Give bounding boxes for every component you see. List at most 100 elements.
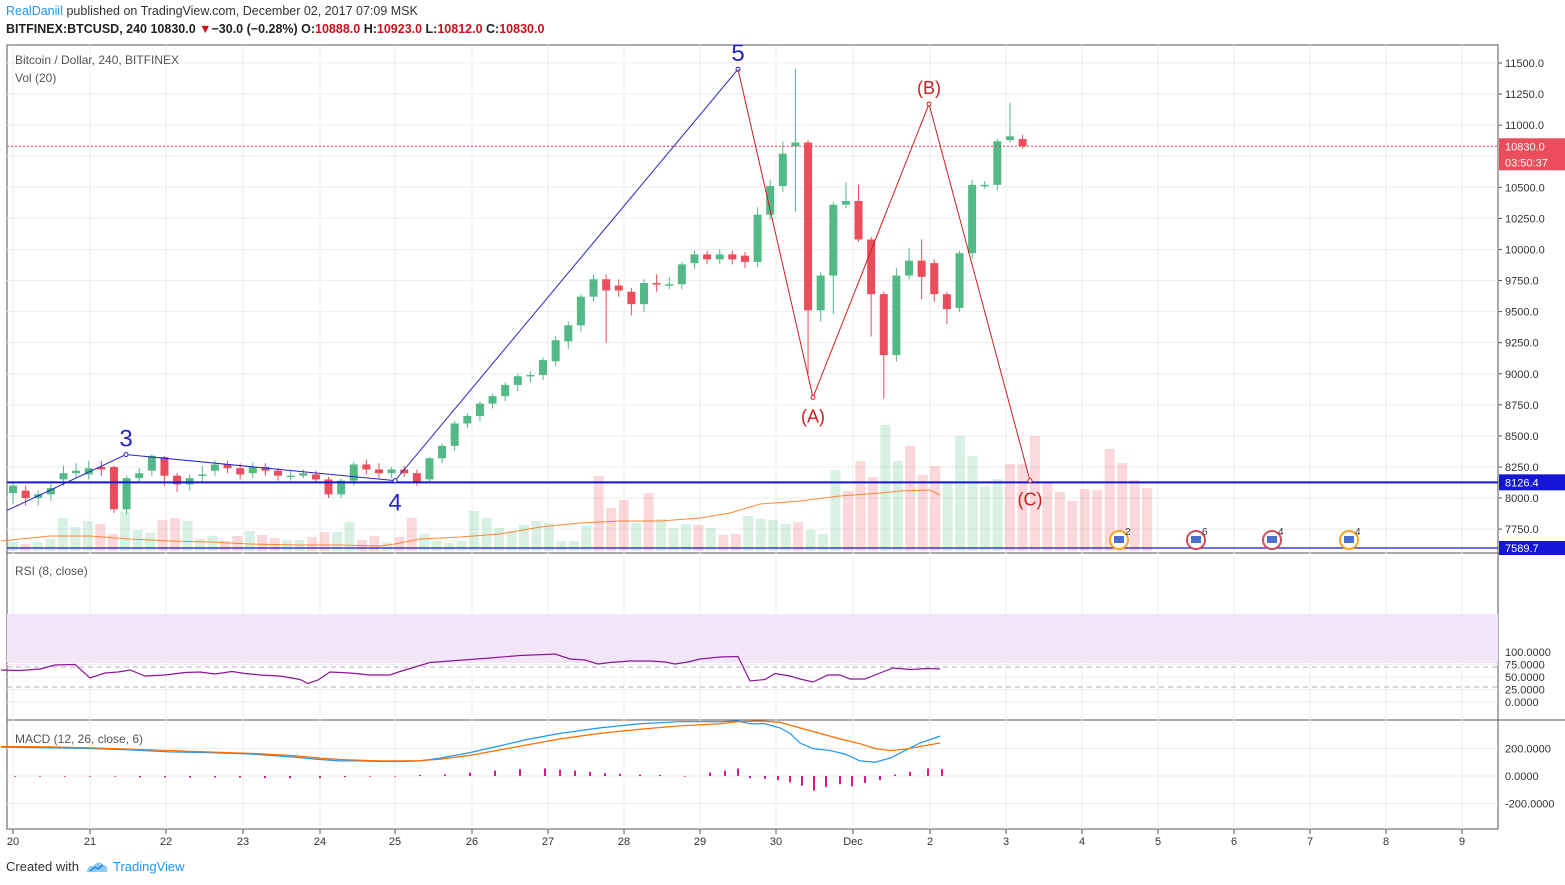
volume-bar xyxy=(917,475,928,551)
volume-bar xyxy=(855,461,866,551)
tradingview-link[interactable]: TradingView xyxy=(85,859,185,874)
x-tick-label: 26 xyxy=(466,836,478,848)
volume-bar xyxy=(431,541,442,551)
last-price-tag xyxy=(1499,138,1565,171)
volume-bar xyxy=(793,522,804,551)
price-tick-label: 10000.0 xyxy=(1505,244,1545,256)
candle-body xyxy=(248,466,257,474)
candle-body xyxy=(905,260,914,276)
volume-bar xyxy=(57,518,68,551)
volume-bar xyxy=(581,526,592,551)
volume-bar xyxy=(942,481,953,551)
candle-body xyxy=(526,374,535,377)
volume-bar xyxy=(406,518,417,551)
candle-body xyxy=(854,200,863,240)
volume-bar xyxy=(1029,436,1040,551)
candle-body xyxy=(627,291,636,305)
volume-bar xyxy=(705,528,716,551)
rsi-tick-label: 100.0000 xyxy=(1505,647,1551,659)
candle-body xyxy=(198,474,207,476)
candle-body xyxy=(665,284,674,286)
volume-bar xyxy=(1042,482,1053,551)
price-tick-label: 8000.0 xyxy=(1505,493,1539,505)
macd-tick-label: 0.0000 xyxy=(1505,771,1539,783)
candle-body xyxy=(261,466,270,471)
volume-bar xyxy=(207,536,218,551)
x-tick-label: 4 xyxy=(1079,836,1085,848)
volume-bar xyxy=(531,521,542,551)
x-tick-label: 5 xyxy=(1155,836,1161,848)
overlays-layer: 3 4 5 (A) (B) (C) 2 6 4 4 xyxy=(6,40,1498,550)
wave-label-3: 3 xyxy=(119,426,132,453)
candle-body xyxy=(690,254,699,264)
volume-bar xyxy=(1104,449,1115,551)
volume-bar xyxy=(618,500,629,551)
wave-point xyxy=(392,478,398,484)
candle-body xyxy=(223,464,232,469)
x-tick-label: 24 xyxy=(314,836,326,848)
volume-bar xyxy=(170,518,181,551)
support-price-label: 8126.4 xyxy=(1505,477,1539,489)
candle-body xyxy=(286,475,295,478)
volume-bar xyxy=(1067,501,1078,551)
open-value: 10888.0 xyxy=(315,22,361,36)
volume-bar xyxy=(1004,464,1015,551)
high-label: H: xyxy=(360,22,377,36)
volume-bar xyxy=(381,542,392,551)
open-label: O: xyxy=(297,22,316,36)
rsi-tick-label: 50.0000 xyxy=(1505,672,1545,684)
price-tick-label: 9750.0 xyxy=(1505,276,1539,288)
wave-point xyxy=(123,452,129,458)
volume-bar xyxy=(780,524,791,551)
close-label: C: xyxy=(482,22,500,36)
price-tick-label: 11250.0 xyxy=(1505,89,1544,101)
candle-body xyxy=(450,423,459,446)
candle-body xyxy=(1018,139,1027,147)
volume-bar xyxy=(494,528,505,551)
correction-point xyxy=(926,101,932,107)
volume-bar xyxy=(419,534,430,551)
price-tick-label: 10250.0 xyxy=(1505,213,1545,225)
volume-bar xyxy=(145,533,156,551)
volume-bar xyxy=(319,532,330,551)
price-tick-label: 8250.0 xyxy=(1505,462,1539,474)
volume-bar xyxy=(730,534,741,551)
x-tick-label: 7 xyxy=(1307,836,1313,848)
candle-body xyxy=(576,296,585,326)
bottom-price-tag xyxy=(1499,541,1565,555)
candle-body xyxy=(488,396,497,404)
low-label: L: xyxy=(422,22,438,36)
volume-ma-line xyxy=(0,489,941,547)
volume-bar xyxy=(867,477,878,551)
candle-body xyxy=(135,473,144,479)
correction-point xyxy=(810,394,816,400)
x-tick-label: 6 xyxy=(1231,836,1237,848)
volume-bar xyxy=(481,518,492,551)
candle-body xyxy=(930,263,939,295)
candle-body xyxy=(740,255,749,262)
chart-frame xyxy=(6,44,1499,830)
candle-body xyxy=(311,474,320,480)
candle-body xyxy=(109,466,118,510)
candle-body xyxy=(728,254,737,260)
volume-bar xyxy=(568,541,579,551)
author-link[interactable]: RealDaniil xyxy=(6,4,63,18)
x-tick-label: 2 xyxy=(927,836,933,848)
candles-layer xyxy=(9,69,1027,515)
impulse-wave-line xyxy=(6,68,739,511)
volume-bar xyxy=(830,470,841,551)
candle-body xyxy=(677,264,686,285)
volume-bar xyxy=(718,535,729,551)
correction-wave-line xyxy=(737,69,1031,481)
candle-body xyxy=(160,457,169,476)
x-tick-label: 25 xyxy=(389,836,401,848)
candle-body xyxy=(841,200,850,205)
volume-bar xyxy=(132,530,143,551)
candle-body xyxy=(362,464,371,470)
x-tick-label: 22 xyxy=(160,836,172,848)
volume-bar xyxy=(307,537,318,551)
macd-layer xyxy=(0,720,943,791)
tradingview-brand: TradingView xyxy=(112,859,185,874)
volume-bar xyxy=(1017,464,1028,551)
